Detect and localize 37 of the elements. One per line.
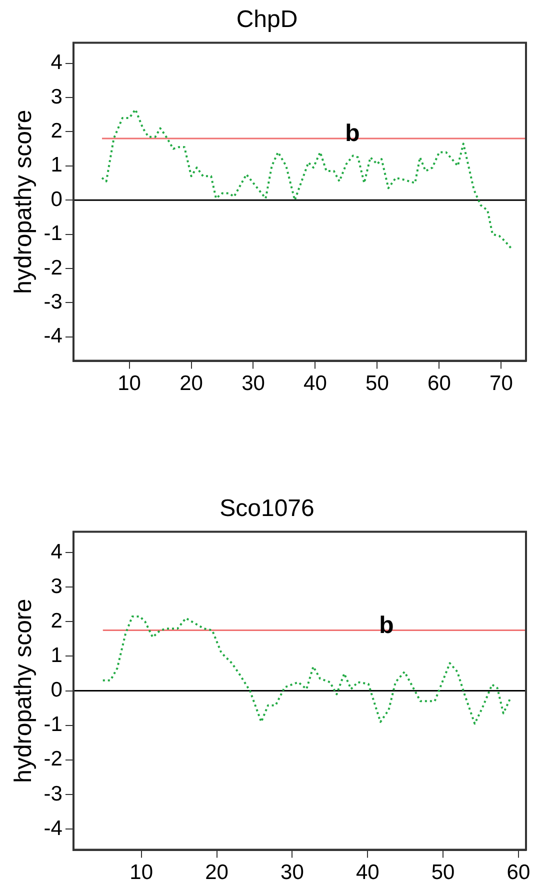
- x-tick-label: 40: [304, 372, 327, 396]
- y-tick-label: 2: [50, 120, 62, 142]
- line-series: [100, 108, 514, 251]
- y-tick-label: 3: [50, 574, 62, 598]
- y-tick-label: -1: [44, 713, 62, 736]
- line-series: [102, 615, 512, 725]
- x-tick-label: 50: [366, 372, 389, 396]
- chart-title: ChpD: [236, 6, 298, 34]
- y-tick-label: -3: [44, 782, 62, 806]
- y-tick-label: 1: [50, 154, 62, 177]
- x-tick-label: 10: [118, 372, 141, 396]
- y-tick-label: 4: [50, 51, 63, 74]
- y-tick-label: -4: [44, 324, 63, 348]
- y-tick-label: -2: [44, 748, 62, 771]
- x-tick-label: 10: [130, 861, 154, 884]
- y-tick-label: 0: [50, 678, 62, 702]
- x-tick-label: 60: [428, 372, 451, 396]
- y-tick-label: 4: [50, 540, 63, 564]
- x-tick-label: 20: [205, 861, 228, 884]
- y-axis-title: hydropathy score: [10, 598, 38, 783]
- x-tick-label: 60: [506, 861, 530, 884]
- x-tick-label: 50: [431, 861, 455, 884]
- y-tick-label: -2: [44, 256, 62, 280]
- x-tick-label: 30: [242, 372, 265, 396]
- y-tick-label: 2: [50, 609, 62, 632]
- x-tick-label: 30: [280, 861, 304, 884]
- chart-title: Sco1076: [220, 495, 314, 522]
- y-tick-label: 3: [50, 85, 62, 108]
- y-tick-label: -4: [44, 816, 63, 840]
- x-tick-label: 40: [356, 861, 380, 884]
- y-tick-label: 0: [50, 188, 62, 211]
- x-tick-label: 20: [180, 372, 203, 396]
- y-tick-label: -1: [44, 222, 62, 246]
- y-axis-title: hydropathy score: [10, 110, 38, 294]
- x-tick-label: 70: [490, 372, 513, 396]
- y-tick-label: 1: [50, 644, 62, 668]
- y-tick-label: -3: [44, 290, 62, 314]
